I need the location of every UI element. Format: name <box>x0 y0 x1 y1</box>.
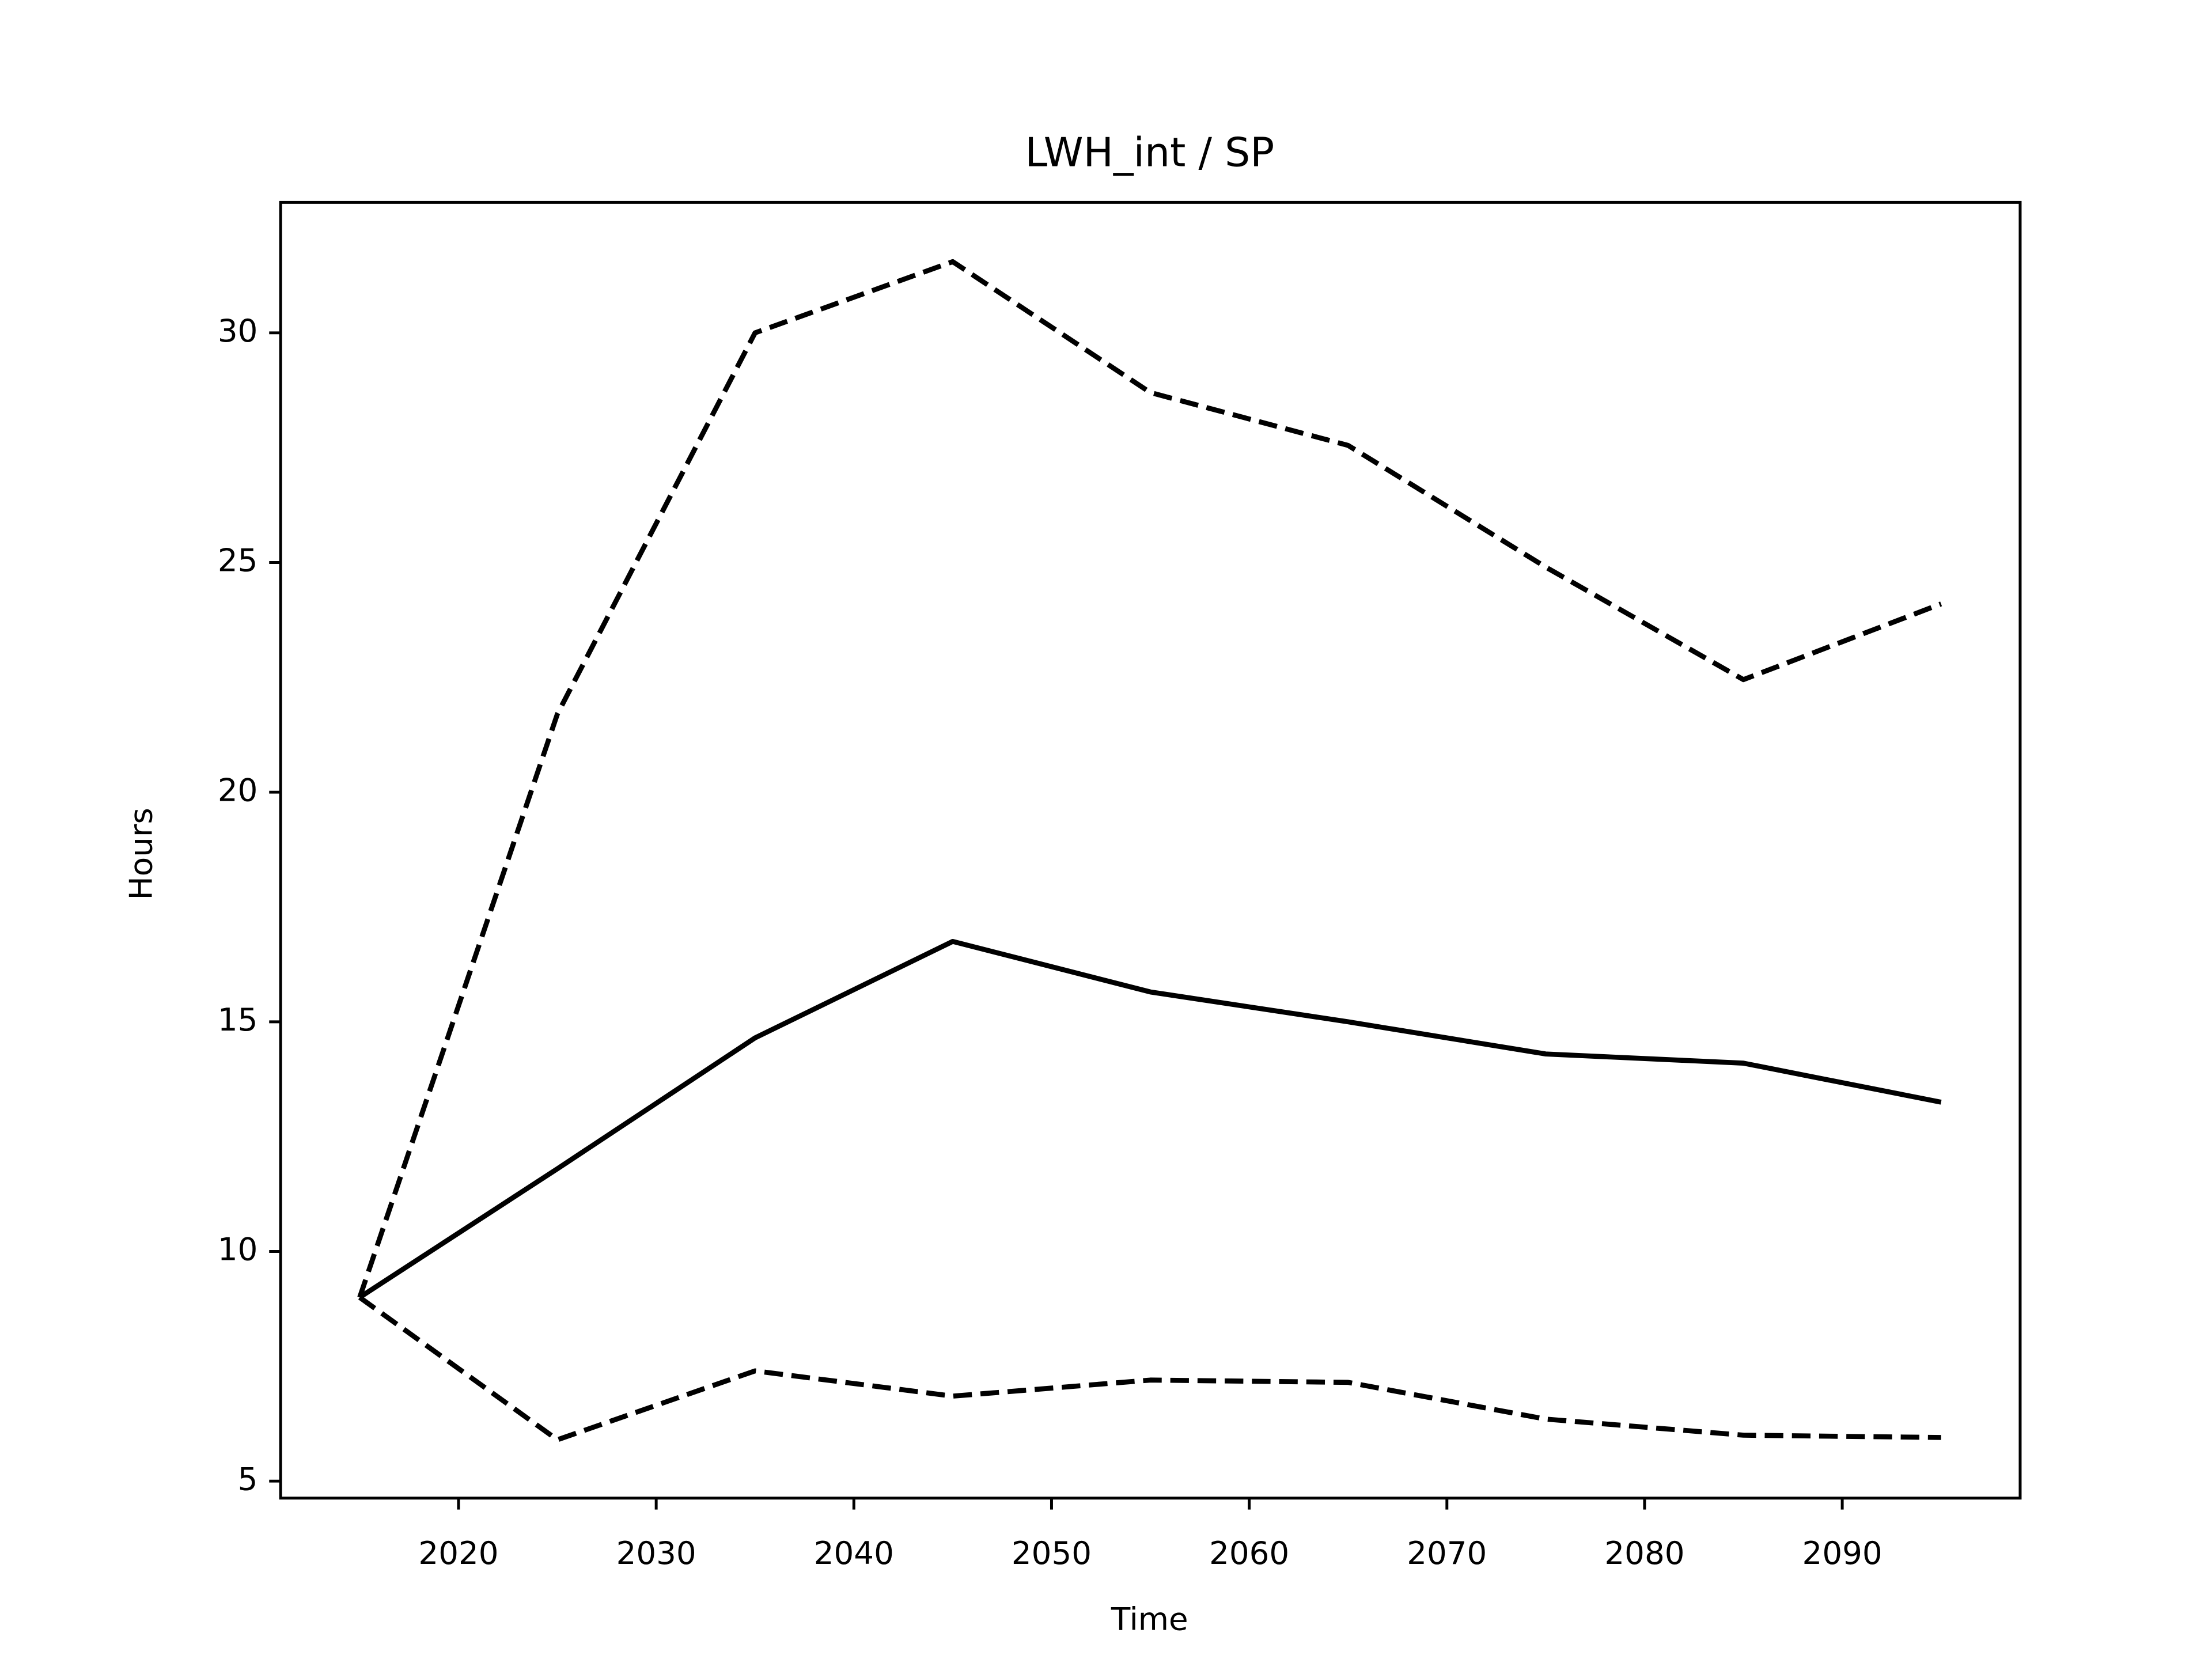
y-tick-label: 15 <box>218 1001 258 1038</box>
x-axis-label: Time <box>1111 1601 1188 1638</box>
line-series <box>357 259 1942 1298</box>
y-tick-label: 20 <box>218 771 258 808</box>
x-tick-label: 2060 <box>1209 1535 1289 1571</box>
line-series <box>358 1295 1941 1442</box>
y-tick-label: 5 <box>238 1460 258 1497</box>
line-series <box>358 938 1942 1300</box>
x-tick-label: 2070 <box>1407 1535 1487 1571</box>
x-tick-label: 2030 <box>616 1535 696 1571</box>
x-tick-label: 2080 <box>1604 1535 1684 1571</box>
y-tick-label: 30 <box>218 312 258 349</box>
chart-title: LWH_int / SP <box>1025 129 1274 176</box>
x-tick-label: 2050 <box>1012 1535 1092 1571</box>
x-tick-label: 2020 <box>418 1535 498 1571</box>
plot-frame <box>279 200 2022 1500</box>
y-axis-label: Hours <box>123 808 160 900</box>
x-tick-label: 2090 <box>1802 1535 1883 1571</box>
x-tick-label: 2040 <box>814 1535 894 1571</box>
y-tick-label: 10 <box>218 1231 258 1268</box>
y-tick-label: 25 <box>218 542 258 579</box>
